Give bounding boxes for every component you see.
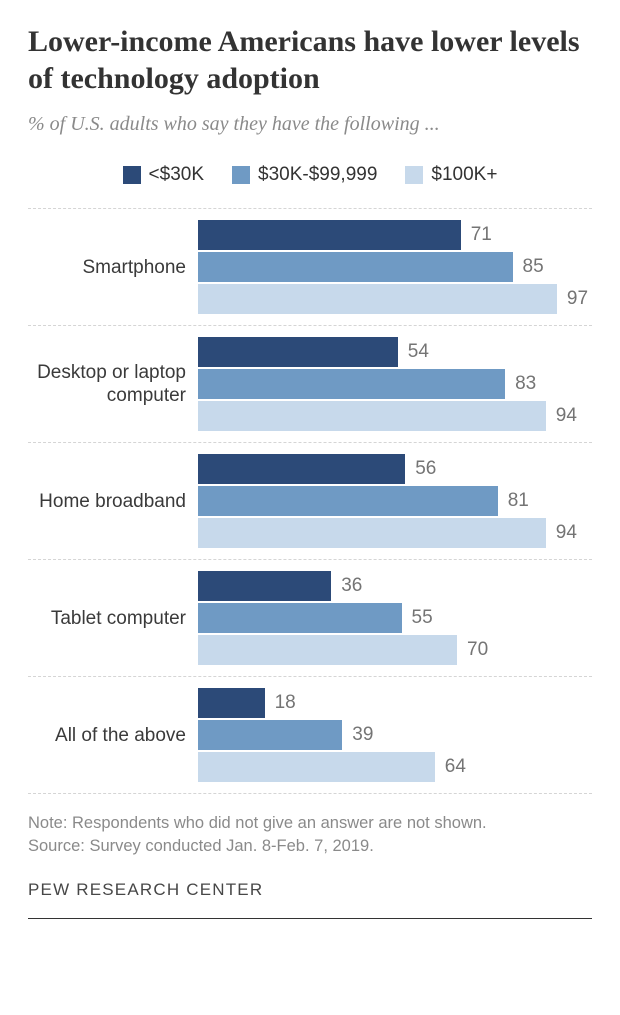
- bar-value: 70: [457, 639, 488, 661]
- category-label: Home broadband: [28, 490, 198, 513]
- bar-value: 81: [498, 490, 529, 512]
- bar: [198, 752, 435, 782]
- bar-value: 64: [435, 756, 466, 778]
- bar: [198, 401, 546, 431]
- bar-value: 56: [405, 458, 436, 480]
- bars-container: 36 55 70: [198, 570, 592, 666]
- bar-row: 81: [198, 485, 592, 517]
- bar: [198, 337, 398, 367]
- chart-group: All of the above 18 39 64: [28, 677, 592, 794]
- legend-item: $30K-$99,999: [232, 164, 377, 186]
- bar-row: 94: [198, 400, 592, 432]
- category-label: Tablet computer: [28, 607, 198, 630]
- bar-value: 83: [505, 373, 536, 395]
- legend-label: <$30K: [149, 164, 204, 186]
- bar-value: 94: [546, 522, 577, 544]
- legend-label: $30K-$99,999: [258, 164, 377, 186]
- bars-container: 71 85 97: [198, 219, 592, 315]
- category-label: Smartphone: [28, 256, 198, 279]
- bar-row: 54: [198, 336, 592, 368]
- chart-group: Smartphone 71 85 97: [28, 208, 592, 326]
- bar: [198, 720, 342, 750]
- legend-swatch: [232, 166, 250, 184]
- bar-row: 83: [198, 368, 592, 400]
- bars-container: 56 81 94: [198, 453, 592, 549]
- bar-chart: Smartphone 71 85 97 Desktop or laptop comput…: [28, 208, 592, 794]
- bar-row: 55: [198, 602, 592, 634]
- bar: [198, 688, 265, 718]
- bar-value: 39: [342, 724, 373, 746]
- bar-value: 36: [331, 575, 362, 597]
- bar-row: 97: [198, 283, 592, 315]
- bars-container: 54 83 94: [198, 336, 592, 432]
- bar-value: 85: [513, 256, 544, 278]
- bar-value: 71: [461, 224, 492, 246]
- chart-group: Tablet computer 36 55 70: [28, 560, 592, 677]
- bar: [198, 284, 557, 314]
- bar-row: 39: [198, 719, 592, 751]
- source-text: Source: Survey conducted Jan. 8-Feb. 7, …: [28, 835, 592, 858]
- bar: [198, 635, 457, 665]
- bar: [198, 518, 546, 548]
- bar: [198, 571, 331, 601]
- bar-row: 64: [198, 751, 592, 783]
- chart-group: Desktop or laptop computer 54 83 94: [28, 326, 592, 443]
- bar: [198, 252, 513, 282]
- bar-row: 36: [198, 570, 592, 602]
- bar-row: 71: [198, 219, 592, 251]
- bar-value: 55: [402, 607, 433, 629]
- chart-subtitle: % of U.S. adults who say they have the f…: [28, 111, 592, 138]
- category-label: Desktop or laptop computer: [28, 361, 198, 407]
- bars-container: 18 39 64: [198, 687, 592, 783]
- bar-value: 97: [557, 288, 588, 310]
- category-label: All of the above: [28, 724, 198, 747]
- bar-row: 56: [198, 453, 592, 485]
- legend-label: $100K+: [431, 164, 497, 186]
- legend: <$30K $30K-$99,999 $100K+: [28, 164, 592, 186]
- bar: [198, 220, 461, 250]
- chart-notes: Note: Respondents who did not give an an…: [28, 812, 592, 858]
- legend-item: $100K+: [405, 164, 497, 186]
- bar: [198, 369, 505, 399]
- bar: [198, 603, 402, 633]
- bar: [198, 454, 405, 484]
- legend-swatch: [405, 166, 423, 184]
- bar-value: 54: [398, 341, 429, 363]
- bar-row: 94: [198, 517, 592, 549]
- bar-row: 18: [198, 687, 592, 719]
- legend-item: <$30K: [123, 164, 204, 186]
- chart-title: Lower-income Americans have lower levels…: [28, 24, 592, 97]
- note-text: Note: Respondents who did not give an an…: [28, 812, 592, 835]
- bar-row: 70: [198, 634, 592, 666]
- org-footer: PEW RESEARCH CENTER: [28, 880, 592, 919]
- bar-value: 94: [546, 405, 577, 427]
- bar: [198, 486, 498, 516]
- chart-group: Home broadband 56 81 94: [28, 443, 592, 560]
- legend-swatch: [123, 166, 141, 184]
- bar-row: 85: [198, 251, 592, 283]
- bar-value: 18: [265, 692, 296, 714]
